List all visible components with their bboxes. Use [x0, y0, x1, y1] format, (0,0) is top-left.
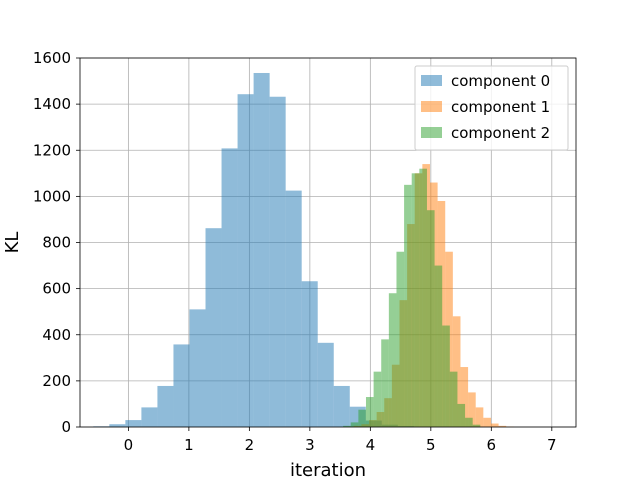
legend-label: component 1	[451, 98, 550, 116]
histogram-bar	[411, 173, 420, 427]
histogram-bar	[373, 371, 382, 427]
histogram-bar	[358, 409, 366, 427]
x-tick-label: 0	[124, 436, 134, 454]
histogram-bar	[449, 371, 458, 427]
histogram-bar	[189, 309, 206, 427]
histogram-bar	[419, 168, 427, 427]
x-tick-label: 3	[305, 436, 315, 454]
histogram-bar	[253, 72, 270, 427]
y-tick-label: 1200	[33, 141, 71, 159]
x-tick-label: 2	[245, 436, 255, 454]
axes: 0 1 2 3 4 5 6 7 0 200 400 600 800 1000 1200 1400 1600	[33, 49, 577, 454]
histogram-bar	[388, 293, 397, 427]
y-tick-label: 1600	[33, 49, 71, 67]
histogram-bar	[237, 94, 254, 427]
legend: component 0 component 1 component 2	[414, 65, 569, 151]
histogram-bar	[301, 281, 318, 427]
histogram-bar	[125, 420, 142, 427]
histogram-bar	[490, 423, 499, 427]
legend-swatch	[421, 127, 442, 138]
histogram-bar	[426, 210, 435, 427]
y-tick-label: 800	[42, 234, 71, 252]
y-tick-label: 0	[61, 418, 71, 436]
histogram-bar	[460, 367, 469, 427]
histogram-bar	[350, 422, 359, 427]
series-2-bars	[343, 168, 481, 427]
histogram-bar	[173, 344, 190, 427]
histogram-bars	[93, 72, 514, 428]
histogram-bar	[141, 407, 158, 427]
histogram-bar	[483, 417, 491, 427]
histogram-bar	[465, 417, 473, 427]
y-tick-label: 1400	[33, 95, 71, 113]
histogram-bar	[205, 228, 222, 427]
histogram-bar	[221, 148, 238, 427]
series-0-bars	[93, 72, 414, 428]
histogram-bar	[404, 184, 412, 427]
histogram-bar	[457, 403, 466, 427]
histogram-bar	[269, 96, 286, 428]
y-tick-label: 400	[42, 326, 71, 344]
histogram-bar	[109, 424, 126, 427]
y-tick-label: 1000	[33, 187, 71, 205]
y-tick-label: 600	[42, 280, 71, 298]
x-tick-label: 5	[426, 436, 436, 454]
histogram-bar	[475, 407, 484, 427]
legend-swatch	[421, 101, 442, 112]
x-axis-label: iteration	[290, 460, 366, 480]
legend-box	[414, 65, 569, 151]
y-axis-label: KL	[2, 232, 23, 254]
y-tick-label: 200	[42, 372, 71, 390]
histogram-bar	[157, 385, 174, 427]
x-tick-label: 7	[547, 436, 557, 454]
legend-swatch	[421, 75, 442, 86]
legend-label: component 0	[451, 72, 550, 90]
histogram-bar	[343, 425, 351, 427]
histogram-bar	[442, 325, 450, 427]
x-tick-label: 4	[366, 436, 376, 454]
histogram-bar	[472, 424, 481, 427]
histogram-bar	[468, 392, 476, 427]
legend-label: component 2	[451, 124, 550, 142]
histogram-bar	[381, 339, 389, 427]
histogram-bar	[317, 342, 334, 427]
histogram-bar	[434, 265, 443, 427]
x-tick-label: 6	[487, 436, 497, 454]
x-tick-label: 1	[184, 436, 194, 454]
histogram-bar	[396, 251, 405, 427]
histogram-bar	[333, 385, 350, 427]
histogram-bar	[365, 397, 374, 427]
histogram-bar	[498, 425, 507, 427]
histogram-bar	[285, 190, 302, 427]
